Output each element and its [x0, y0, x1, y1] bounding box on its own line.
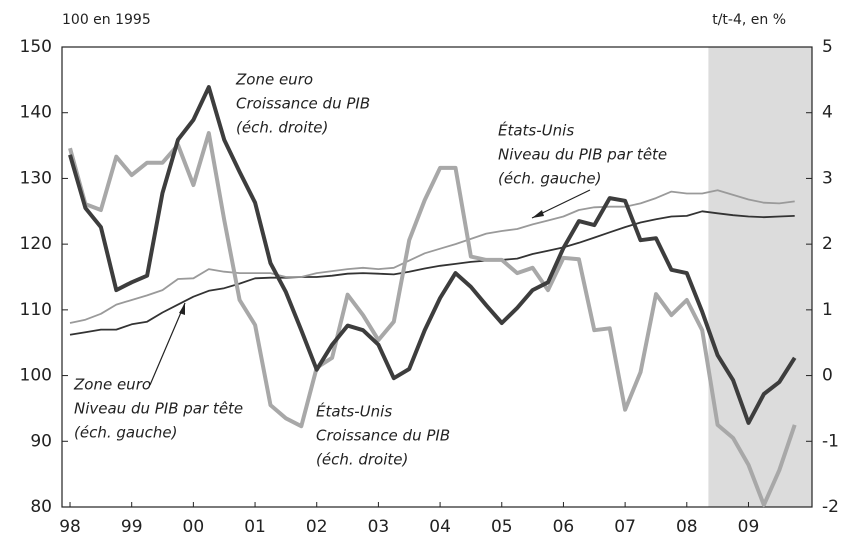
y2-tick-label: 2	[822, 234, 833, 254]
annotation-arrow	[149, 302, 186, 386]
y2-tick-label: 0	[822, 366, 833, 386]
x-tick-label: 99	[121, 517, 143, 537]
y-tick-label: 100	[20, 366, 52, 386]
x-tick-label: 05	[491, 517, 513, 537]
y-tick-label: 110	[20, 300, 52, 320]
y-tick-label: 130	[20, 168, 52, 188]
annotation-arrowhead	[179, 303, 185, 315]
annotation: Niveau du PIB par tête	[498, 146, 667, 164]
y-tick-label: 140	[20, 103, 52, 123]
x-tick-label: 01	[244, 517, 266, 537]
y2-tick-label: -1	[822, 431, 839, 451]
annotation: (éch. gauche)	[498, 170, 601, 188]
series-line	[68, 85, 797, 425]
x-tick-label: 09	[738, 517, 760, 537]
annotation: Croissance du PIB	[316, 427, 450, 445]
annotation: Croissance du PIB	[236, 95, 370, 113]
annotation: (éch. gauche)	[74, 424, 177, 442]
shaded-region	[708, 47, 812, 507]
annotation: Niveau du PIB par tête	[74, 400, 243, 418]
y2-axis-label: t/t-4, en %	[712, 12, 786, 28]
x-tick-label: 98	[59, 517, 81, 537]
y2-tick-label: -2	[822, 497, 839, 517]
x-tick-label: 02	[306, 517, 328, 537]
y2-tick-label: 5	[822, 37, 833, 57]
annotation-arrowhead	[532, 210, 544, 218]
x-tick-label: 07	[614, 517, 636, 537]
annotation: (éch. droite)	[316, 451, 408, 469]
y-tick-label: 120	[20, 234, 52, 254]
y-tick-label: 80	[30, 497, 52, 517]
y-tick-label: 90	[30, 431, 52, 451]
annotation: États-Unis	[498, 121, 574, 140]
y-tick-label: 150	[20, 37, 52, 57]
plot-frame	[61, 46, 813, 508]
y2-tick-label: 4	[822, 103, 833, 123]
annotation: États-Unis	[316, 402, 392, 421]
x-tick-label: 04	[429, 517, 451, 537]
x-tick-label: 00	[183, 517, 205, 537]
x-tick-label: 08	[676, 517, 698, 537]
series-line	[69, 210, 795, 336]
annotation: Zone euro	[235, 71, 313, 89]
annotation: Zone euro	[73, 376, 151, 394]
x-tick-label: 06	[553, 517, 575, 537]
series-line	[69, 189, 795, 324]
y-axis-label: 100 en 1995	[62, 12, 151, 28]
series-line	[68, 131, 797, 507]
annotation: (éch. droite)	[236, 119, 328, 137]
y2-tick-label: 3	[822, 168, 833, 188]
x-tick-label: 03	[368, 517, 390, 537]
y2-tick-label: 1	[822, 300, 833, 320]
